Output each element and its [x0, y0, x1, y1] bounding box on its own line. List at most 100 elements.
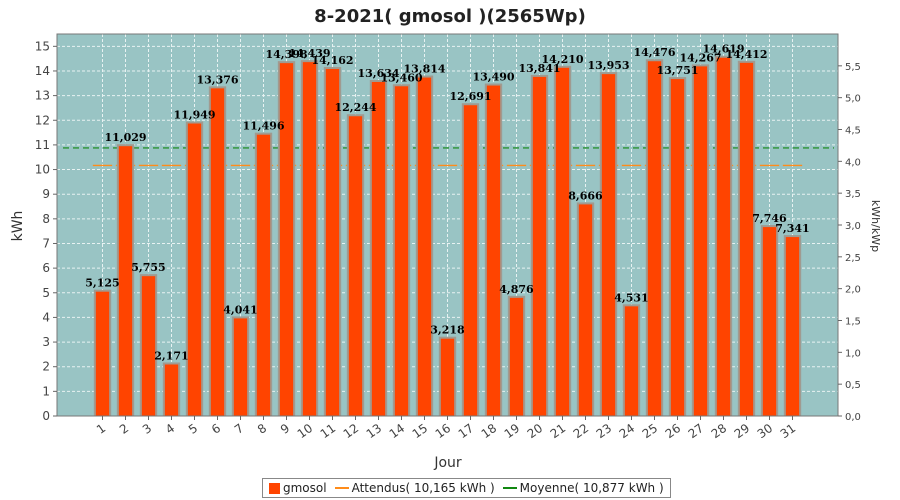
- y-tick-label: 7: [42, 236, 50, 250]
- y2-tick-label: 1,0: [845, 348, 861, 359]
- x-tick-label: 8: [255, 421, 269, 437]
- x-tick-label: 24: [617, 421, 638, 441]
- data-label: 13,376: [196, 73, 238, 86]
- data-label: 14,398: [265, 48, 307, 61]
- x-tick-label: 2: [117, 421, 131, 437]
- x-tick-label: 20: [525, 421, 546, 441]
- y-tick-label: 3: [42, 335, 50, 349]
- x-tick-label: 4: [163, 421, 177, 437]
- bar: [601, 74, 616, 416]
- x-tick-label: 3: [140, 421, 154, 437]
- x-tick-label: 13: [364, 421, 385, 441]
- x-tick-label: 28: [709, 421, 730, 441]
- data-label: 3,218: [430, 324, 465, 337]
- bar: [647, 61, 662, 417]
- legend-label-expected: Attendus( 10,165 kWh ): [351, 481, 495, 495]
- bar: [716, 57, 731, 416]
- x-tick-label: 6: [209, 421, 223, 437]
- data-label: 11,949: [173, 109, 215, 122]
- bar: [762, 227, 777, 416]
- legend-label-gmosol: gmosol: [283, 481, 327, 495]
- bar: [532, 76, 547, 416]
- bar: [256, 134, 271, 416]
- bar: [739, 62, 754, 416]
- bar: [141, 276, 156, 416]
- y2-tick-label: 3,5: [845, 189, 861, 200]
- x-tick-label: 12: [341, 421, 362, 441]
- data-label: 11,496: [242, 120, 284, 133]
- y2-tick-label: 5,0: [845, 94, 861, 105]
- data-label: 13,953: [587, 59, 629, 72]
- bar: [555, 67, 570, 416]
- y-tick-label: 9: [42, 187, 50, 201]
- data-label: 14,210: [541, 53, 583, 66]
- data-labels: 5,125 11,029 5,755 2,171 11,949 13,376 4,041 11…: [85, 43, 809, 363]
- y-tick-label: 0: [42, 409, 50, 423]
- bar: [578, 204, 593, 416]
- legend-swatch-average: [502, 487, 517, 489]
- bar: [187, 123, 202, 417]
- x-tick-label: 26: [663, 421, 684, 441]
- x-tick-label: 15: [410, 421, 431, 441]
- data-label: 13,751: [656, 64, 698, 77]
- y-tick-label: 1: [42, 384, 50, 398]
- y-tick-label: 2: [42, 360, 50, 374]
- legend-item-expected: Attendus( 10,165 kWh ): [334, 481, 495, 495]
- y-tick-label: 5: [42, 286, 50, 300]
- bar: [95, 291, 110, 416]
- y2-tick-label: 5,5: [845, 62, 861, 73]
- x-tick-label: 19: [502, 421, 523, 441]
- bar: [509, 297, 524, 416]
- chart-title: 8-2021( gmosol )(2565Wp): [314, 6, 586, 27]
- data-label: 4,041: [223, 303, 257, 316]
- data-label: 2,171: [154, 349, 188, 362]
- data-label: 13,490: [472, 71, 514, 84]
- y-tick-label: 10: [35, 163, 50, 177]
- bar: [785, 237, 800, 416]
- data-label: 12,691: [449, 90, 491, 103]
- x-tick-label: 21: [548, 421, 569, 441]
- y2-tick-label: 0,5: [845, 380, 861, 391]
- bar: [417, 77, 432, 416]
- y2-tick-label: 4,5: [845, 126, 861, 137]
- y2-tick-label: 2,5: [845, 253, 861, 264]
- data-label: 14,267: [679, 51, 721, 64]
- y-tick-label: 6: [42, 261, 50, 275]
- x-tick-label: 9: [278, 421, 292, 437]
- x-tick-label: 31: [778, 421, 799, 441]
- x-tick-label: 16: [433, 421, 454, 441]
- x-tick-label: 5: [186, 421, 200, 437]
- bar: [486, 85, 501, 416]
- bar: [693, 66, 708, 416]
- x-tick-label: 11: [318, 421, 339, 441]
- bar: [118, 146, 133, 416]
- x-tick-label: 25: [640, 421, 661, 441]
- data-label: 7,341: [775, 222, 809, 235]
- y2-axis-ticks: 0,0 0,5 1,0 1,5 2,0 2,5 3,0 3,5 4,0 4,5 5,0 5,5: [838, 62, 861, 423]
- y-tick-label: 8: [42, 212, 50, 226]
- legend: gmosol Attendus( 10,165 kWh ) Moyenne( 1…: [262, 478, 671, 498]
- bar: [348, 116, 363, 417]
- y2-tick-label: 3,0: [845, 221, 861, 232]
- x-tick-label: 7: [232, 421, 246, 437]
- data-label: 13,841: [518, 62, 560, 75]
- bar: [302, 62, 317, 416]
- x-tick-label: 14: [387, 421, 408, 441]
- x-tick-label: 23: [594, 421, 615, 441]
- y-tick-label: 11: [35, 138, 50, 152]
- legend-item-average: Moyenne( 10,877 kWh ): [502, 481, 664, 495]
- x-tick-label: 22: [571, 421, 592, 441]
- x-tick-label: 27: [686, 421, 707, 441]
- bar: [440, 338, 455, 416]
- bar: [210, 88, 225, 417]
- x-axis-label: Jour: [433, 455, 462, 471]
- data-label: 7,746: [752, 212, 787, 225]
- data-label: 14,439: [288, 47, 330, 60]
- data-label: 13,634: [357, 67, 399, 80]
- data-label: 12,244: [334, 101, 376, 114]
- y2-tick-label: 1,5: [845, 317, 861, 328]
- data-label: 5,125: [85, 277, 119, 290]
- legend-swatch-bar: [269, 482, 280, 494]
